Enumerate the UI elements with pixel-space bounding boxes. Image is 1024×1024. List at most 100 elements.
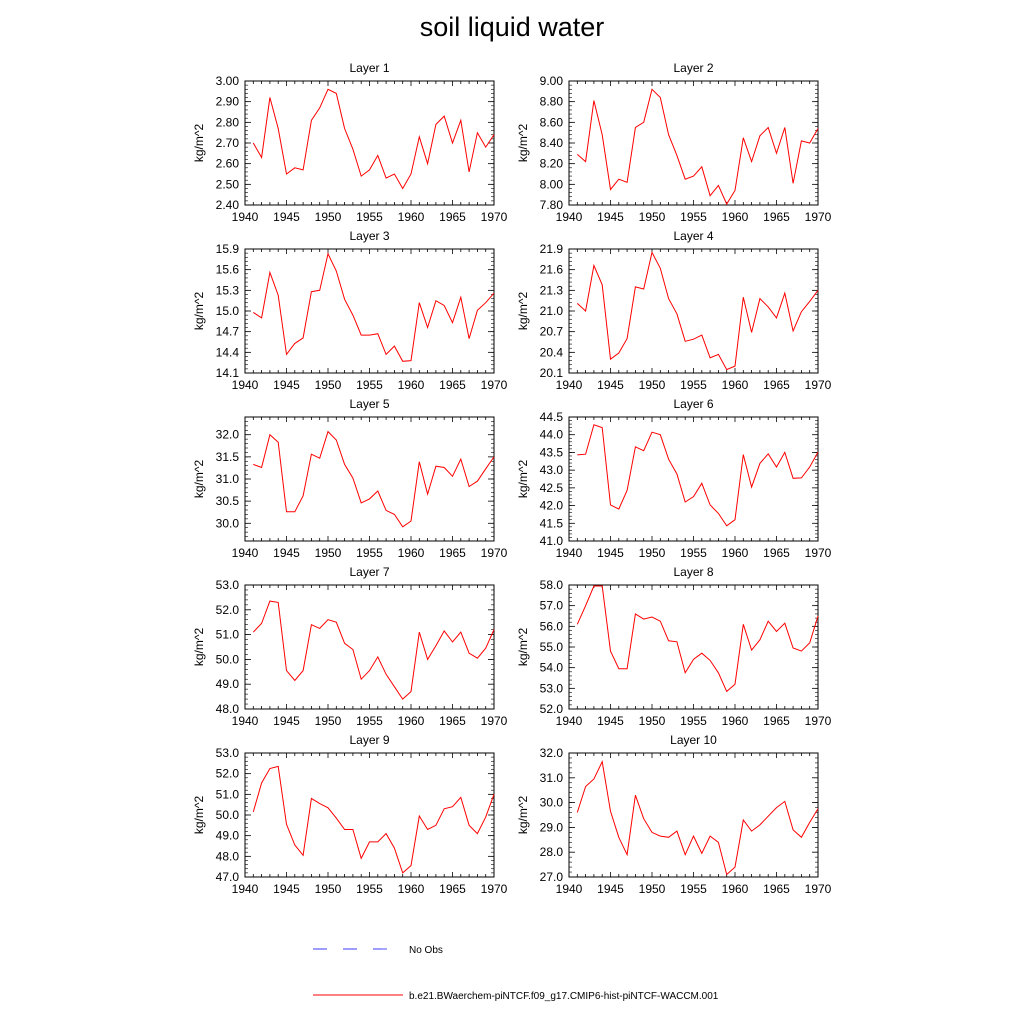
x-tick-label: 1955 [356,210,383,224]
y-tick-label: 57.0 [540,599,564,613]
x-tick-label: 1955 [680,378,707,392]
y-tick-label: 2.80 [216,115,240,129]
y-tick-label: 14.1 [216,366,240,380]
y-tick-label: 32.0 [540,746,564,760]
plot-frame [568,752,819,878]
y-tick-label: 43.0 [540,463,564,477]
y-tick-label: 21.9 [540,242,564,256]
y-tick-label: 48.0 [216,849,240,863]
y-tick-label: 49.0 [216,677,240,691]
x-tick-label: 1955 [356,882,383,896]
x-tick-label: 1940 [556,546,583,560]
series-line [577,424,819,527]
x-tick-label: 1970 [805,378,832,392]
x-tick-label: 1960 [722,882,749,896]
x-tick-label: 1955 [680,546,707,560]
x-tick-label: 1970 [805,546,832,560]
y-tick-label: 32.0 [216,428,240,442]
y-tick-label: 52.0 [216,767,240,781]
y-tick-label: 15.6 [216,263,240,277]
x-tick-label: 1950 [315,210,342,224]
x-tick-label: 1965 [763,546,790,560]
x-tick-label: 1960 [398,546,425,560]
x-tick-label: 1940 [232,546,259,560]
y-tick-label: 15.0 [216,304,240,318]
panel-title: Layer 8 [673,565,713,579]
x-tick-label: 1945 [273,882,300,896]
y-tick-label: 31.0 [540,771,564,785]
y-tick-label: 31.5 [216,450,240,464]
x-tick-label: 1955 [356,714,383,728]
plot-frame [568,80,819,206]
y-tick-label: 53.0 [540,681,564,695]
panel-title: Layer 6 [673,397,713,411]
y-tick-label: 2.60 [216,157,240,171]
x-tick-label: 1950 [315,882,342,896]
x-tick-label: 1945 [273,714,300,728]
x-tick-label: 1965 [763,882,790,896]
series-line [576,88,819,206]
series-line [576,250,819,371]
y-tick-label: 14.7 [216,325,240,339]
y-tick-label: 2.70 [216,136,240,150]
series-line [576,585,819,693]
x-tick-label: 1965 [763,378,790,392]
y-tick-label: 30.5 [216,494,240,508]
panel-title: Layer 5 [349,397,389,411]
y-tick-label: 8.20 [540,157,564,171]
y-tick-label: 21.3 [540,283,564,297]
y-tick-label: 15.9 [216,242,240,256]
x-tick-label: 1960 [398,882,425,896]
y-tick-label: 51.0 [216,628,240,642]
y-tick-label: 43.5 [540,445,564,459]
x-tick-label: 1965 [439,546,466,560]
x-tick-label: 1970 [481,714,508,728]
plot-frame [244,584,495,710]
y-tick-label: 58.0 [540,578,564,592]
y-axis-label: kg/m^2 [192,628,206,667]
x-tick-label: 1965 [439,882,466,896]
y-axis-label: kg/m^2 [192,460,206,499]
x-tick-label: 1950 [639,210,666,224]
y-axis-label: kg/m^2 [192,124,206,163]
x-tick-label: 1950 [315,378,342,392]
x-tick-label: 1950 [315,546,342,560]
panel-title: Layer 10 [670,733,717,747]
y-tick-label: 29.0 [540,820,564,834]
y-tick-label: 8.80 [540,95,564,109]
x-tick-label: 1940 [232,714,259,728]
x-tick-label: 1950 [639,714,666,728]
y-tick-label: 3.00 [216,74,240,88]
y-tick-label: 44.5 [540,410,564,424]
y-tick-label: 41.0 [540,534,564,548]
y-tick-label: 51.0 [216,787,240,801]
x-tick-label: 1945 [597,378,624,392]
x-tick-label: 1955 [356,546,383,560]
x-tick-label: 1945 [597,882,624,896]
y-tick-label: 9.00 [540,74,564,88]
y-axis-label: kg/m^2 [516,460,530,499]
y-tick-label: 27.0 [540,870,564,884]
panel-title: Layer 9 [349,733,389,747]
x-tick-label: 1940 [556,378,583,392]
plot-frame [568,584,819,710]
y-tick-label: 28.0 [540,845,564,859]
x-tick-label: 1950 [639,882,666,896]
y-axis-label: kg/m^2 [516,292,530,331]
y-tick-label: 2.90 [216,95,240,109]
x-tick-label: 1965 [439,378,466,392]
x-tick-label: 1970 [481,546,508,560]
x-tick-label: 1950 [639,546,666,560]
y-tick-label: 53.0 [216,746,240,760]
chart-main-title: soil liquid water [419,12,605,42]
legend: No Obs b.e21.BWaerchem-piNTCF.f09_g17.CM… [313,945,719,1002]
series-line [576,760,819,876]
y-tick-label: 30.0 [540,796,564,810]
y-tick-label: 8.00 [540,177,564,191]
series-line [252,765,495,874]
y-tick-label: 8.60 [540,115,564,129]
x-tick-label: 1960 [398,210,425,224]
x-tick-label: 1945 [273,210,300,224]
x-tick-label: 1955 [680,714,707,728]
y-tick-label: 47.0 [216,870,240,884]
